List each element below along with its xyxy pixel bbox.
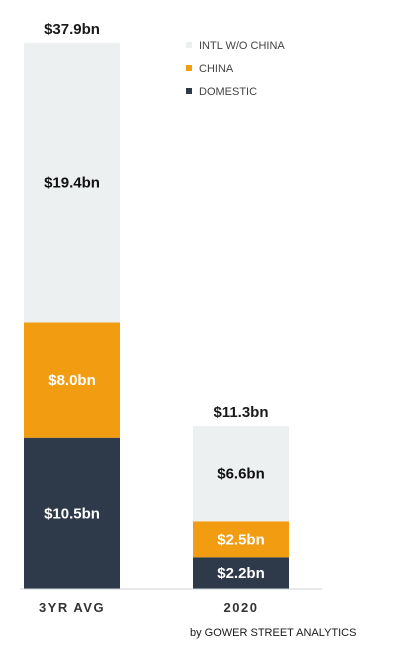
legend-entry-china: CHINA xyxy=(199,63,234,75)
total-label-0: $37.9bn xyxy=(44,21,100,38)
total-label-1: $11.3bn xyxy=(213,404,268,421)
bar-segment-china-1 xyxy=(193,521,289,558)
data-label-intl-w-o-china-0: $19.4bn xyxy=(44,175,100,192)
legend: INTL W/O CHINA CHINA DOMESTIC xyxy=(186,40,285,98)
bar-segment-domestic-1 xyxy=(193,557,289,589)
legend-swatch-domestic xyxy=(186,88,192,94)
bars-group: $10.5bn $8.0bn $19.4bn $37.9bn $2.2bn $2.5bn $… xyxy=(24,21,289,589)
bar-segment-intl-w-o-china-0 xyxy=(24,43,120,323)
data-label-china-0: $8.0bn xyxy=(48,372,96,389)
credit-text: by GOWER STREET ANALYTICS xyxy=(190,627,356,639)
legend-swatch-china xyxy=(186,65,192,71)
data-label-domestic-0: $10.5bn xyxy=(44,505,100,522)
legend-swatch-intl-w-o-china xyxy=(186,42,192,48)
legend-entry-domestic: DOMESTIC xyxy=(199,86,257,98)
category-label-0: 3YR AVG xyxy=(39,600,105,615)
category-labels: 3YR AVG 2020 xyxy=(39,600,259,615)
bar-segment-domestic-0 xyxy=(24,437,120,589)
bar-segment-china-0 xyxy=(24,322,120,438)
data-label-domestic-1: $2.2bn xyxy=(217,565,265,582)
data-label-china-1: $2.5bn xyxy=(217,531,265,548)
legend-entry-intl-w-o-china: INTL W/O CHINA xyxy=(199,40,285,52)
data-label-intl-w-o-china-1: $6.6bn xyxy=(217,466,265,483)
category-label-1: 2020 xyxy=(224,600,259,615)
bar-segment-intl-w-o-china-1 xyxy=(193,426,289,522)
